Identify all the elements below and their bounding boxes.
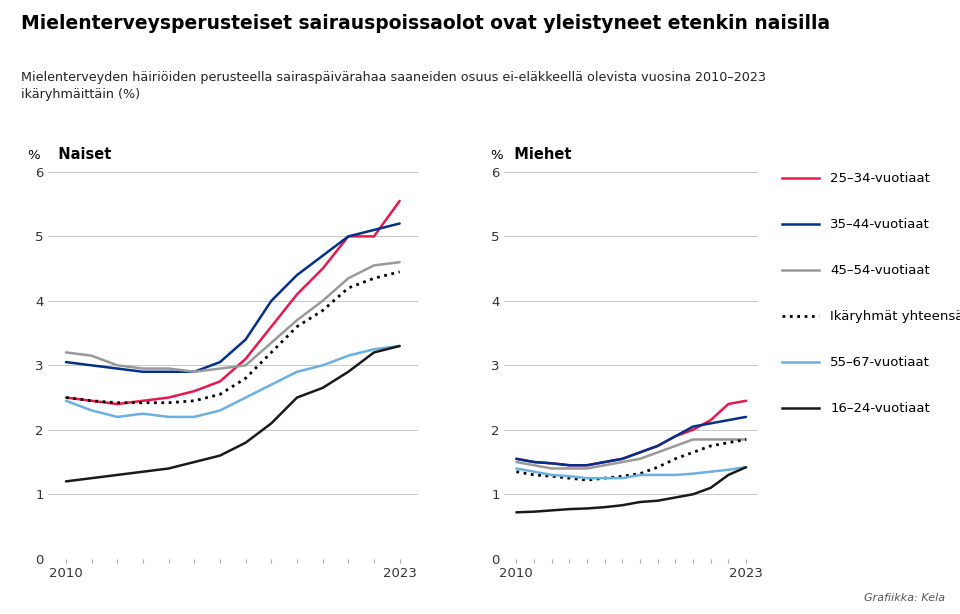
Text: %: % — [28, 149, 40, 162]
Text: Mielenterveyden häiriöiden perusteella sairaspäivärahaa saaneiden osuus ei-eläkk: Mielenterveyden häiriöiden perusteella s… — [21, 71, 766, 101]
Text: 35–44-vuotiaat: 35–44-vuotiaat — [830, 217, 930, 231]
Text: %: % — [490, 149, 503, 162]
Text: Mielenterveysperusteiset sairauspoissaolot ovat yleistyneet etenkin naisilla: Mielenterveysperusteiset sairauspoissaol… — [21, 14, 830, 33]
Text: Ikäryhmät yhteensä: Ikäryhmät yhteensä — [830, 309, 960, 323]
Text: 25–34-vuotiaat: 25–34-vuotiaat — [830, 171, 930, 185]
Text: Naiset: Naiset — [48, 147, 111, 162]
Text: Miehet: Miehet — [504, 147, 571, 162]
Text: Grafiikka: Kela: Grafiikka: Kela — [864, 593, 946, 603]
Text: 16–24-vuotiaat: 16–24-vuotiaat — [830, 402, 930, 415]
Text: 55–67-vuotiaat: 55–67-vuotiaat — [830, 356, 930, 369]
Text: 45–54-vuotiaat: 45–54-vuotiaat — [830, 263, 930, 277]
